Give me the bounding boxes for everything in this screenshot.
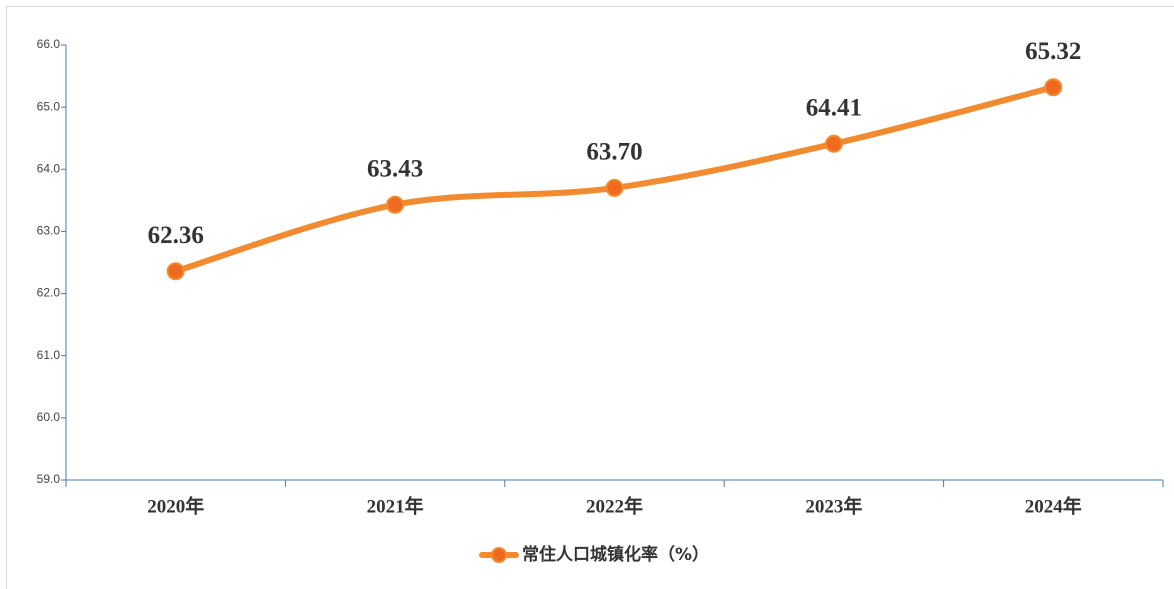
y-tick-label: 61.0 (37, 348, 61, 362)
data-label: 65.32 (1025, 38, 1081, 65)
y-tick-label: 60.0 (37, 410, 61, 424)
data-point (386, 195, 405, 214)
y-tick-label: 66.0 (37, 37, 61, 51)
y-tick-label: 62.0 (37, 286, 61, 300)
data-point (824, 134, 843, 153)
y-tick-label: 63.0 (37, 224, 61, 238)
y-tick-label: 59.0 (37, 472, 61, 486)
x-tick-label: 2024年 (1025, 494, 1082, 517)
data-label: 64.41 (806, 95, 862, 122)
data-point (166, 262, 185, 281)
x-tick-label: 2021年 (367, 494, 424, 517)
legend-marker (491, 547, 507, 563)
data-label: 62.36 (148, 222, 204, 249)
data-label: 63.70 (586, 139, 642, 166)
y-tick-label: 64.0 (37, 161, 61, 175)
x-tick-label: 2022年 (586, 494, 643, 517)
x-tick-label: 2020年 (147, 494, 204, 517)
data-point (1044, 78, 1063, 97)
data-point (605, 178, 624, 197)
data-label: 63.43 (367, 155, 423, 182)
x-tick-label: 2023年 (805, 494, 862, 517)
legend-label: 常住人口城镇化率（%） (522, 544, 709, 565)
y-tick-label: 65.0 (37, 99, 61, 113)
